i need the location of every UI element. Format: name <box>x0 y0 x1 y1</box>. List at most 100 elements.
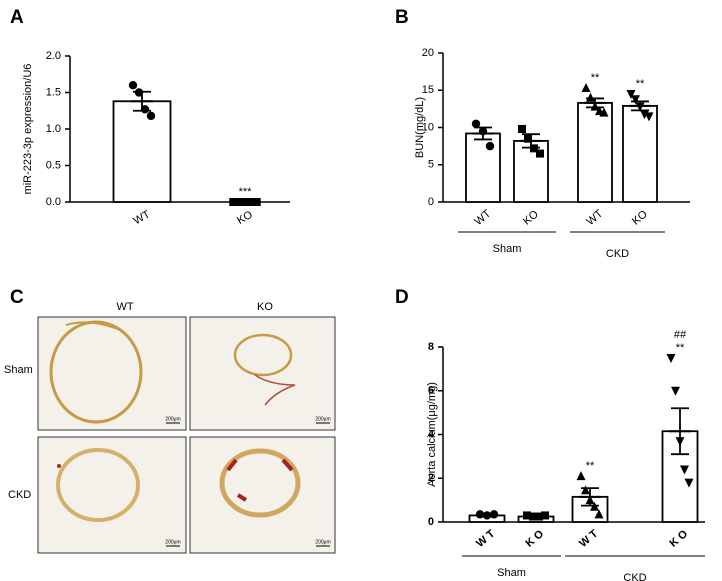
x-tick-label: KO <box>630 208 650 228</box>
group-label: CKD <box>606 248 629 260</box>
image-frame <box>189 436 336 554</box>
group-label: Sham <box>493 243 522 255</box>
scale-label: 200μm <box>165 416 180 422</box>
y-axis-label: BUN(mg/dL) <box>414 97 426 158</box>
data-point <box>536 149 544 158</box>
significance: ** <box>676 342 685 354</box>
data-point <box>237 198 246 206</box>
tissue <box>254 374 296 406</box>
data-point <box>599 107 609 117</box>
data-point <box>530 144 538 153</box>
image-frame <box>37 436 187 554</box>
aorta-ring <box>219 448 301 518</box>
y-tick-label: 2.0 <box>46 50 61 62</box>
row-label: Sham <box>4 364 33 376</box>
image-frame <box>37 316 187 431</box>
data-point <box>666 353 676 363</box>
bar <box>112 100 172 203</box>
aorta-ring <box>49 320 143 424</box>
data-point <box>146 111 156 121</box>
data-point <box>485 141 495 151</box>
data-point <box>581 485 590 495</box>
significance: ## <box>674 329 687 341</box>
data-point <box>590 501 599 511</box>
data-point <box>524 134 532 143</box>
data-point <box>518 124 526 133</box>
scale-label: 200μm <box>315 539 330 545</box>
scale-label: 200μm <box>165 539 180 545</box>
y-tick-label: 1.5 <box>46 86 61 98</box>
x-tick-label: WT <box>473 208 494 228</box>
bar <box>465 132 501 203</box>
data-point <box>594 509 604 519</box>
data-point <box>576 471 586 481</box>
data-point <box>581 83 591 93</box>
y-tick-label: 6 <box>428 385 434 397</box>
data-point <box>635 102 645 112</box>
x-tick-label: WT <box>474 526 499 550</box>
data-point <box>482 511 492 520</box>
y-tick-label: 15 <box>422 84 434 96</box>
data-point <box>229 198 238 206</box>
y-tick-label: 0.5 <box>46 159 61 171</box>
data-point <box>675 437 685 447</box>
x-tick-label: KO <box>523 526 548 550</box>
x-tick-label: KO <box>667 526 692 550</box>
micrographs: 200μm 200μm 200μm 200μm WT KO Sham CKD C <box>4 287 336 554</box>
y-tick-label: 10 <box>422 121 434 133</box>
data-point <box>680 465 689 475</box>
data-point <box>586 92 595 102</box>
y-tick-label: 4 <box>428 428 435 440</box>
tissue <box>65 321 121 331</box>
data-point <box>252 198 261 206</box>
data-point <box>671 386 680 396</box>
aorta-ring <box>56 448 140 522</box>
significance: *** <box>239 186 253 198</box>
data-point <box>134 88 144 97</box>
data-point <box>541 511 549 520</box>
y-axis-label: miR-223-3p expression/U6 <box>22 64 34 195</box>
data-point <box>471 119 481 128</box>
x-tick-label: WT <box>585 208 606 228</box>
y-tick-label: 8 <box>428 341 434 353</box>
bar <box>577 102 613 203</box>
significance: ** <box>586 460 595 472</box>
panel-label: C <box>10 287 24 308</box>
data-point <box>644 112 654 122</box>
data-point <box>128 81 138 90</box>
y-tick-label: 0.0 <box>46 196 61 208</box>
calcium-deposit <box>226 458 294 502</box>
data-point <box>684 478 694 488</box>
y-tick-label: 1.0 <box>46 123 61 135</box>
y-tick-label: 20 <box>422 47 434 59</box>
y-tick-label: 0 <box>428 196 434 208</box>
group-label: Sham <box>497 567 526 579</box>
y-axis-label: Aorta calcium(μg/mg) <box>426 382 438 487</box>
data-point <box>523 511 531 520</box>
data-point <box>590 101 600 111</box>
data-point <box>140 105 150 114</box>
y-tick-label: 5 <box>428 159 434 171</box>
panel-label: D <box>395 287 409 308</box>
panel-label: A <box>10 7 24 28</box>
data-point <box>631 95 640 105</box>
significance: ** <box>591 72 600 84</box>
y-tick-label: 2 <box>428 472 434 484</box>
data-point <box>244 198 253 206</box>
x-tick-label: KO <box>521 208 541 228</box>
data-point <box>489 510 499 519</box>
calcium-deposit <box>57 464 61 468</box>
scale-label: 200μm <box>315 416 330 422</box>
x-tick-label: WT <box>577 526 602 550</box>
data-point <box>529 512 537 521</box>
data-point <box>585 495 595 505</box>
data-point <box>478 127 488 136</box>
x-tick-label: WT <box>132 208 153 227</box>
group-label: CKD <box>623 572 646 581</box>
data-point <box>475 510 485 519</box>
significance: ** <box>636 78 645 90</box>
x-tick-label: KO <box>235 209 255 228</box>
aorta-ring <box>233 333 293 377</box>
column-label: WT <box>116 301 133 313</box>
